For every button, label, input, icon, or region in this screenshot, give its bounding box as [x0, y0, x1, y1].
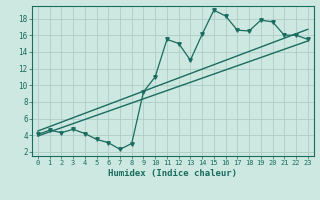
X-axis label: Humidex (Indice chaleur): Humidex (Indice chaleur) — [108, 169, 237, 178]
